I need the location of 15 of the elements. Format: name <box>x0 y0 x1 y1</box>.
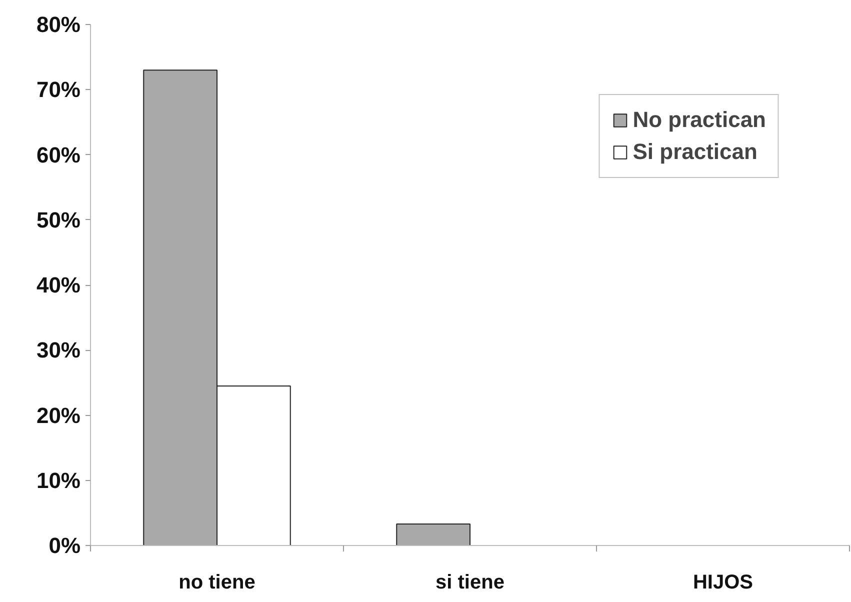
y-tick-label: 40% <box>36 272 81 298</box>
x-axis-title: HIJOS <box>692 572 754 594</box>
legend-label: Si practican <box>632 139 758 165</box>
y-tick-label: 20% <box>36 402 81 428</box>
y-tick-label: 10% <box>36 468 81 493</box>
y-tick-label: 30% <box>36 338 81 363</box>
bar <box>396 524 470 546</box>
y-tick-label: 80% <box>36 12 81 37</box>
y-tick-label: 50% <box>36 207 81 232</box>
legend-label: No practican <box>632 107 766 133</box>
x-tick-label: no tiene <box>178 572 256 594</box>
y-tick-label: 60% <box>36 142 81 168</box>
x-tick-label: si tiene <box>436 572 504 594</box>
y-tick-label: 70% <box>36 77 81 102</box>
y-tick-label: 0% <box>48 533 80 558</box>
